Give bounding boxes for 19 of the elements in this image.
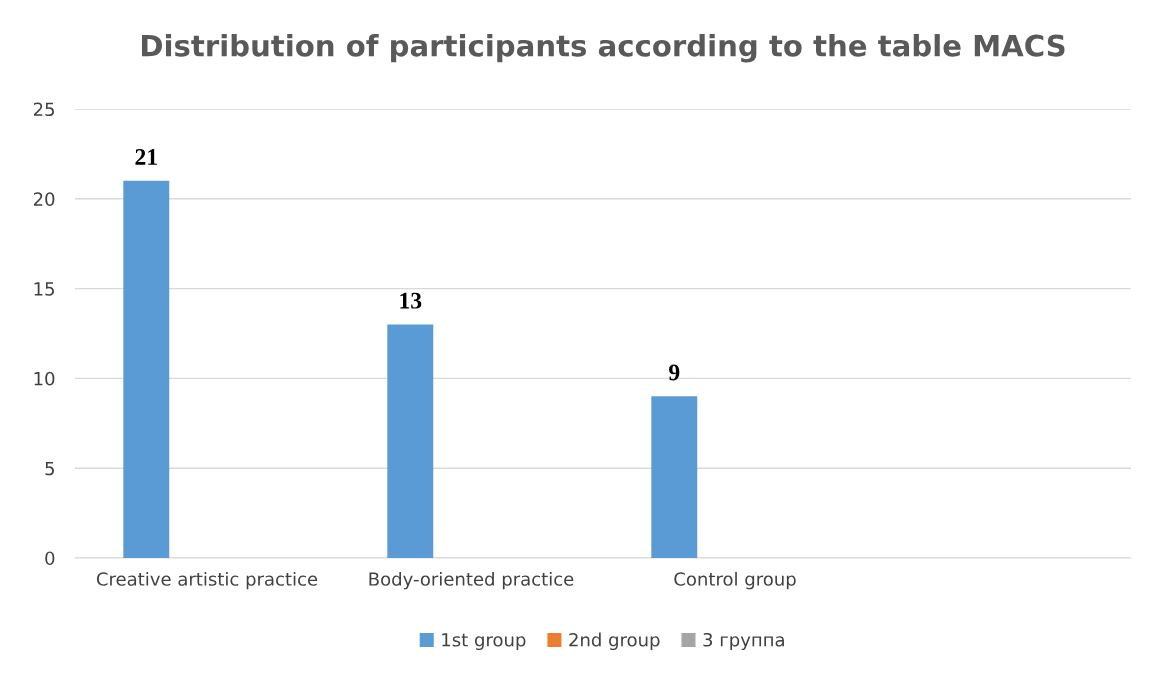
data-label: 13 [400, 292, 422, 309]
y-tick-label: 15 [34, 282, 54, 296]
legend-label: 2nd group [569, 632, 660, 651]
data-label: 9 [669, 364, 680, 381]
legend-label: 1st group [442, 633, 526, 651]
x-tick-label: Creative artistic practice [96, 571, 318, 590]
bar [651, 396, 698, 558]
bar [123, 180, 170, 558]
y-tick-label: 20 [33, 192, 55, 206]
y-tick-label: 10 [34, 371, 55, 386]
y-tick-label: 5 [45, 461, 54, 476]
x-tick-label: Control group [674, 571, 796, 590]
y-tick-label: 0 [45, 551, 55, 566]
data-label: 21 [135, 149, 157, 165]
x-tick-label: Body-oriented practice [369, 571, 574, 590]
legend-label: 3 группа [703, 632, 784, 651]
bar [387, 324, 434, 558]
y-tick-label: 25 [33, 102, 54, 117]
chart-title: Distribution of participants according to the table MACS [141, 34, 1065, 63]
